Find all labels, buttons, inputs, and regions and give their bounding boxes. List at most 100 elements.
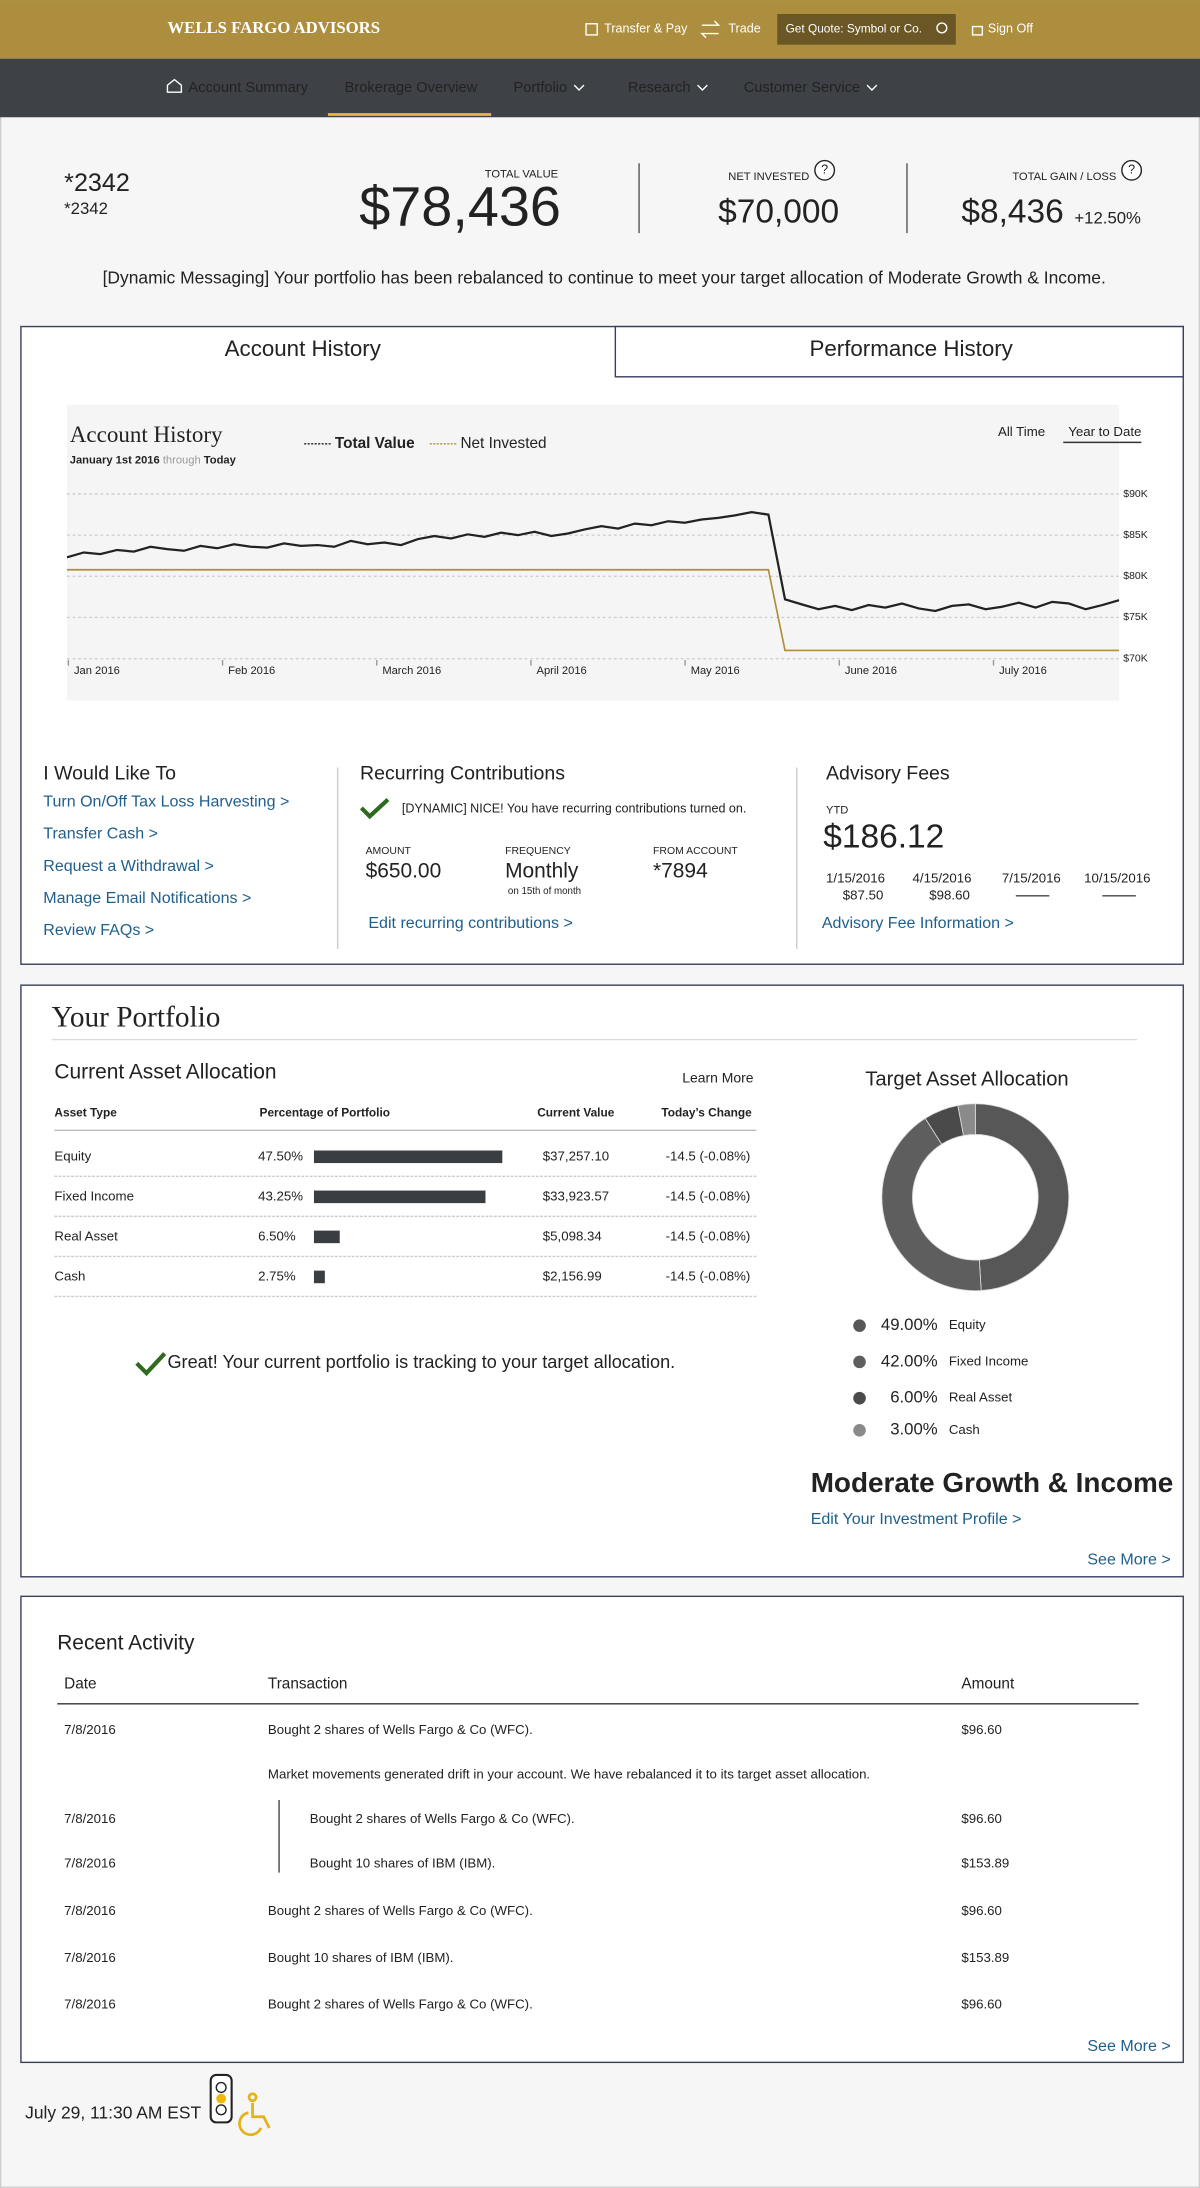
gain-percent: +12.50% (1074, 209, 1141, 228)
legend-name: Equity (949, 1317, 986, 1332)
range-option-active[interactable]: Year to Date (1068, 424, 1141, 439)
status-light (215, 2081, 227, 2094)
edit-profile-link[interactable]: Edit Your Investment Profile > (811, 1510, 1022, 1528)
current-value: $2,156.99 (543, 1268, 602, 1283)
todays-change: -14.5 (-0.08%) (666, 1188, 751, 1203)
fee-info-link[interactable]: Advisory Fee Information > (822, 914, 1014, 932)
history-chart: $90K $85K $80K $75K $70K Jan 2016 Feb 2016 Marc… (66, 435, 1148, 677)
activity-transaction: Bought 2 shares of Wells Fargo & Co (WFC… (268, 1903, 533, 1918)
chevron (697, 84, 708, 92)
action-links: Turn On/Off Tax Loss Harvesting > Transfe… (43, 793, 289, 939)
help-mark[interactable]: ? (1128, 163, 1135, 177)
percentage: 2.75% (258, 1268, 296, 1283)
learn-more[interactable]: Learn More (682, 1069, 754, 1085)
legend-dot (853, 1355, 866, 1369)
tab-inactive-label[interactable]: Performance History (809, 336, 1013, 361)
lock-icon (971, 25, 984, 36)
legend-value: 6.00% (890, 1388, 938, 1407)
fee-date: 4/15/2016 (913, 871, 972, 886)
check-icon (359, 798, 390, 820)
x-tick-label: June 2016 (845, 665, 897, 677)
tab-inactive[interactable] (614, 325, 1184, 378)
asset-type: Equity (54, 1148, 91, 1163)
y-tick-label: $85K (1123, 530, 1147, 541)
brand[interactable]: WELLS FARGO ADVISORS (167, 18, 380, 37)
legend-dot (853, 1319, 866, 1332)
actions-title: I Would Like To (43, 763, 176, 785)
legend-value: 49.00% (881, 1315, 938, 1334)
action-link[interactable]: Request a Withdrawal > (43, 857, 214, 875)
column-header: Transaction (268, 1675, 348, 1692)
top-bar (0, 0, 1200, 59)
current-value: $33,923.57 (543, 1188, 609, 1203)
column-header: Date (64, 1675, 96, 1692)
fees-title: Advisory Fees (826, 763, 950, 785)
x-tick-label: April 2016 (537, 665, 587, 677)
help-mark[interactable]: ? (821, 163, 828, 177)
percentage: 47.50% (258, 1148, 303, 1163)
status-light (216, 2093, 227, 2104)
activity-amount: $96.60 (961, 1722, 1002, 1737)
action-link[interactable]: Transfer Cash > (43, 825, 158, 843)
range-option[interactable]: All Time (998, 424, 1045, 439)
fee-date: 10/15/2016 (1084, 871, 1150, 886)
nav-item[interactable]: Portfolio (513, 80, 567, 96)
chevron (573, 84, 585, 92)
see-more[interactable]: See More > (1087, 2037, 1170, 2055)
home-icon (166, 78, 183, 93)
total-value-label: TOTAL VALUE (485, 168, 558, 180)
activity-transaction: Bought 10 shares of IBM (IBM). (310, 1856, 496, 1871)
help-icon[interactable] (814, 159, 836, 181)
x-tick-label: May 2016 (691, 665, 740, 677)
action-link[interactable]: Review FAQs > (43, 921, 154, 939)
see-more[interactable]: See More > (1087, 1550, 1170, 1568)
allocation-table: Asset Type Percentage of Portfolio Current… (54, 1106, 757, 1298)
y-tick-label: $75K (1123, 612, 1147, 623)
trade-link[interactable]: Trade (728, 22, 760, 36)
asset-type: Real Asset (54, 1228, 118, 1243)
nav-item[interactable]: Research (628, 80, 691, 96)
legend-name: Cash (949, 1422, 980, 1437)
tab-active[interactable]: Account History (225, 336, 382, 361)
activity-amount: $96.60 (961, 1997, 1002, 2012)
activity-date: 7/8/2016 (64, 1903, 116, 1918)
current-value: $5,098.34 (543, 1228, 602, 1243)
action-link[interactable]: Turn On/Off Tax Loss Harvesting > (43, 793, 289, 811)
net-invested-label: NET INVESTED (728, 171, 809, 183)
quote-placeholder[interactable]: Get Quote: Symbol or Co. (786, 21, 922, 35)
quote-box[interactable] (777, 14, 956, 45)
activity-amount: $96.60 (961, 1811, 1002, 1826)
x-tick-label: Feb 2016 (228, 665, 275, 677)
timestamp: July 29, 11:30 AM EST (25, 2103, 201, 2123)
nav-item[interactable]: Brokerage Overview (345, 80, 478, 96)
chevron (866, 84, 878, 92)
action-link[interactable]: Manage Email Notifications > (43, 889, 251, 907)
rebalance-note: Market movements generated drift in your… (268, 1766, 870, 1781)
todays-change: -14.5 (-0.08%) (666, 1228, 751, 1243)
x-tick-label: Jan 2016 (74, 665, 120, 677)
donut-slice (957, 1103, 976, 1137)
target-donut: 49.00% Equity 42.00% Fixed Income 6.00% Real … (853, 1103, 1070, 1439)
nav-item[interactable]: Account Summary (188, 80, 308, 96)
help-icon[interactable] (1121, 159, 1143, 181)
frequency-label: FREQUENCY (505, 846, 571, 857)
accessibility-icon[interactable] (238, 2092, 271, 2137)
x-tick-label: July 2016 (999, 665, 1047, 677)
frequency-note: on 15th of month (508, 886, 581, 897)
transfer-link[interactable]: Transfer & Pay (604, 22, 688, 36)
sign-off[interactable]: Sign Off (988, 22, 1034, 36)
search-icon[interactable] (936, 22, 948, 34)
activity-transaction: Bought 2 shares of Wells Fargo & Co (WFC… (268, 1997, 533, 2012)
net-invested: $70,000 (718, 193, 839, 230)
status-light (215, 2104, 227, 2116)
amount-label: AMOUNT (366, 846, 412, 857)
legend-label: Total Value (335, 435, 415, 452)
allocation-bar (313, 1150, 503, 1164)
y-tick-label: $80K (1123, 571, 1147, 582)
asset-type: Cash (54, 1268, 85, 1283)
column-header: Percentage of Portfolio (260, 1106, 390, 1120)
nav-item[interactable]: Customer Service (744, 80, 860, 96)
x-tick-label: March 2016 (382, 665, 441, 677)
activity-amount: $153.89 (961, 1950, 1009, 1965)
edit-recurring-link[interactable]: Edit recurring contributions > (368, 914, 573, 932)
